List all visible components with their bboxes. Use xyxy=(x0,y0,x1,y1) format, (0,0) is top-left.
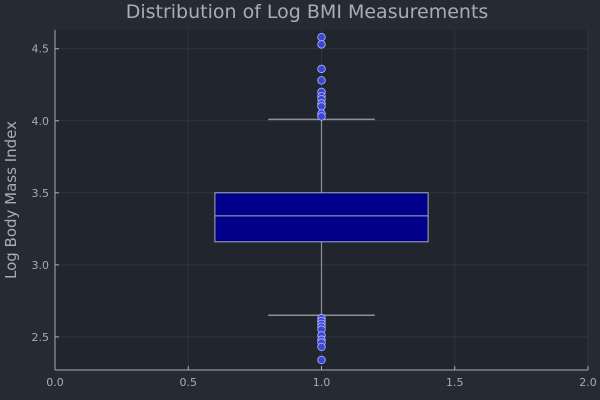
x-tick-label: 0.5 xyxy=(180,376,198,389)
y-tick-label: 4.5 xyxy=(32,43,50,56)
interquartile-box xyxy=(214,192,429,243)
y-tick-label: 3.0 xyxy=(32,259,50,272)
x-tick-label: 1.0 xyxy=(313,376,331,389)
outlier-point xyxy=(317,342,326,352)
outlier-point xyxy=(317,40,326,49)
y-axis-label: Log Body Mass Index xyxy=(2,121,20,279)
x-tick-label: 0.0 xyxy=(46,376,64,389)
x-tick-label: 1.5 xyxy=(446,376,464,389)
y-tick-label: 3.5 xyxy=(32,187,50,200)
outlier-point xyxy=(317,355,326,365)
outlier-point xyxy=(317,33,326,42)
y-tick-label: 2.5 xyxy=(32,331,50,344)
outlier-point xyxy=(317,112,326,121)
outlier-point xyxy=(317,76,326,85)
y-tick-label: 4.0 xyxy=(32,115,50,128)
x-tick-label: 2.0 xyxy=(579,376,597,389)
plot-area: 0.0 0.5 1.0 1.5 2.0 2.5 3.0 3.5 4.0 4.5 xyxy=(32,30,597,389)
outlier-point xyxy=(317,64,326,74)
chart-title: Distribution of Log BMI Measurements xyxy=(126,1,489,23)
outlier-point xyxy=(317,102,326,111)
